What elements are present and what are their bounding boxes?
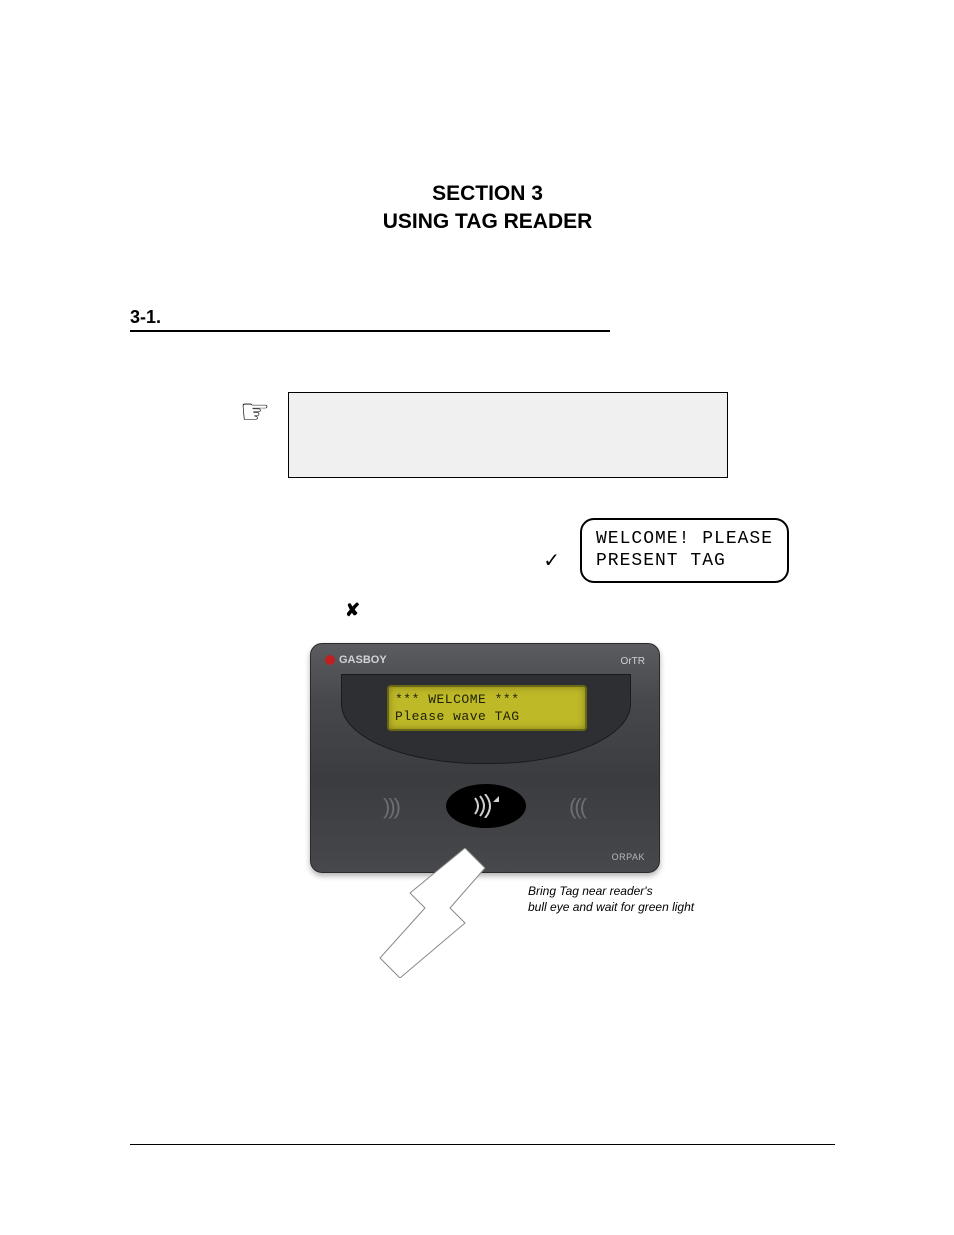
device-bottom-label: ORPAK xyxy=(612,852,645,862)
wave-left-icon: ))) xyxy=(366,792,416,822)
figure-caption: Bring Tag near reader's bull eye and wai… xyxy=(528,883,748,917)
device-lcd-line-1: *** WELCOME *** xyxy=(395,692,520,707)
arrow-icon xyxy=(370,848,490,978)
device-lcd-line-2: Please wave TAG xyxy=(395,709,520,724)
contactless-icon xyxy=(471,794,501,818)
section-line-2: USING TAG READER xyxy=(95,208,880,236)
section-line-1: SECTION 3 xyxy=(95,180,880,208)
brand-logo-icon xyxy=(325,655,335,665)
subsection-heading: 3-1. xyxy=(130,307,610,332)
lcd-display-panel: WELCOME! PLEASE PRESENT TAG xyxy=(580,518,789,583)
pointing-hand-icon: ☞ xyxy=(230,392,280,432)
x-icon: ✘ xyxy=(345,600,360,621)
bull-eye-sensor xyxy=(446,784,526,828)
lcd-line-2: PRESENT TAG xyxy=(596,551,726,571)
tag-reader-figure: GASBOY OrTR *** WELCOME *** Please wave … xyxy=(310,643,680,1003)
device-screen-bezel: *** WELCOME *** Please wave TAG xyxy=(341,674,631,764)
lcd-message-row: ✓ WELCOME! PLEASE PRESENT TAG xyxy=(220,518,880,583)
section-heading: SECTION 3 USING TAG READER xyxy=(95,180,880,237)
note-callout: ☞ xyxy=(230,392,880,478)
wave-right-icon: ))) xyxy=(554,792,604,822)
device-brand: GASBOY xyxy=(325,654,387,666)
caption-line-2: bull eye and wait for green light xyxy=(528,899,748,916)
device-brand-text: GASBOY xyxy=(339,654,387,666)
device-lcd: *** WELCOME *** Please wave TAG xyxy=(387,685,587,731)
footer-rule xyxy=(130,1144,835,1145)
tag-reader-device: GASBOY OrTR *** WELCOME *** Please wave … xyxy=(310,643,660,873)
device-model: OrTR xyxy=(621,656,645,667)
callout-arrow xyxy=(370,848,490,978)
caption-line-1: Bring Tag near reader's xyxy=(528,883,748,900)
check-icon: ✓ xyxy=(543,548,560,573)
subsection-number: 3-1. xyxy=(130,307,161,327)
note-box xyxy=(288,392,728,478)
lcd-line-1: WELCOME! PLEASE xyxy=(596,529,773,549)
